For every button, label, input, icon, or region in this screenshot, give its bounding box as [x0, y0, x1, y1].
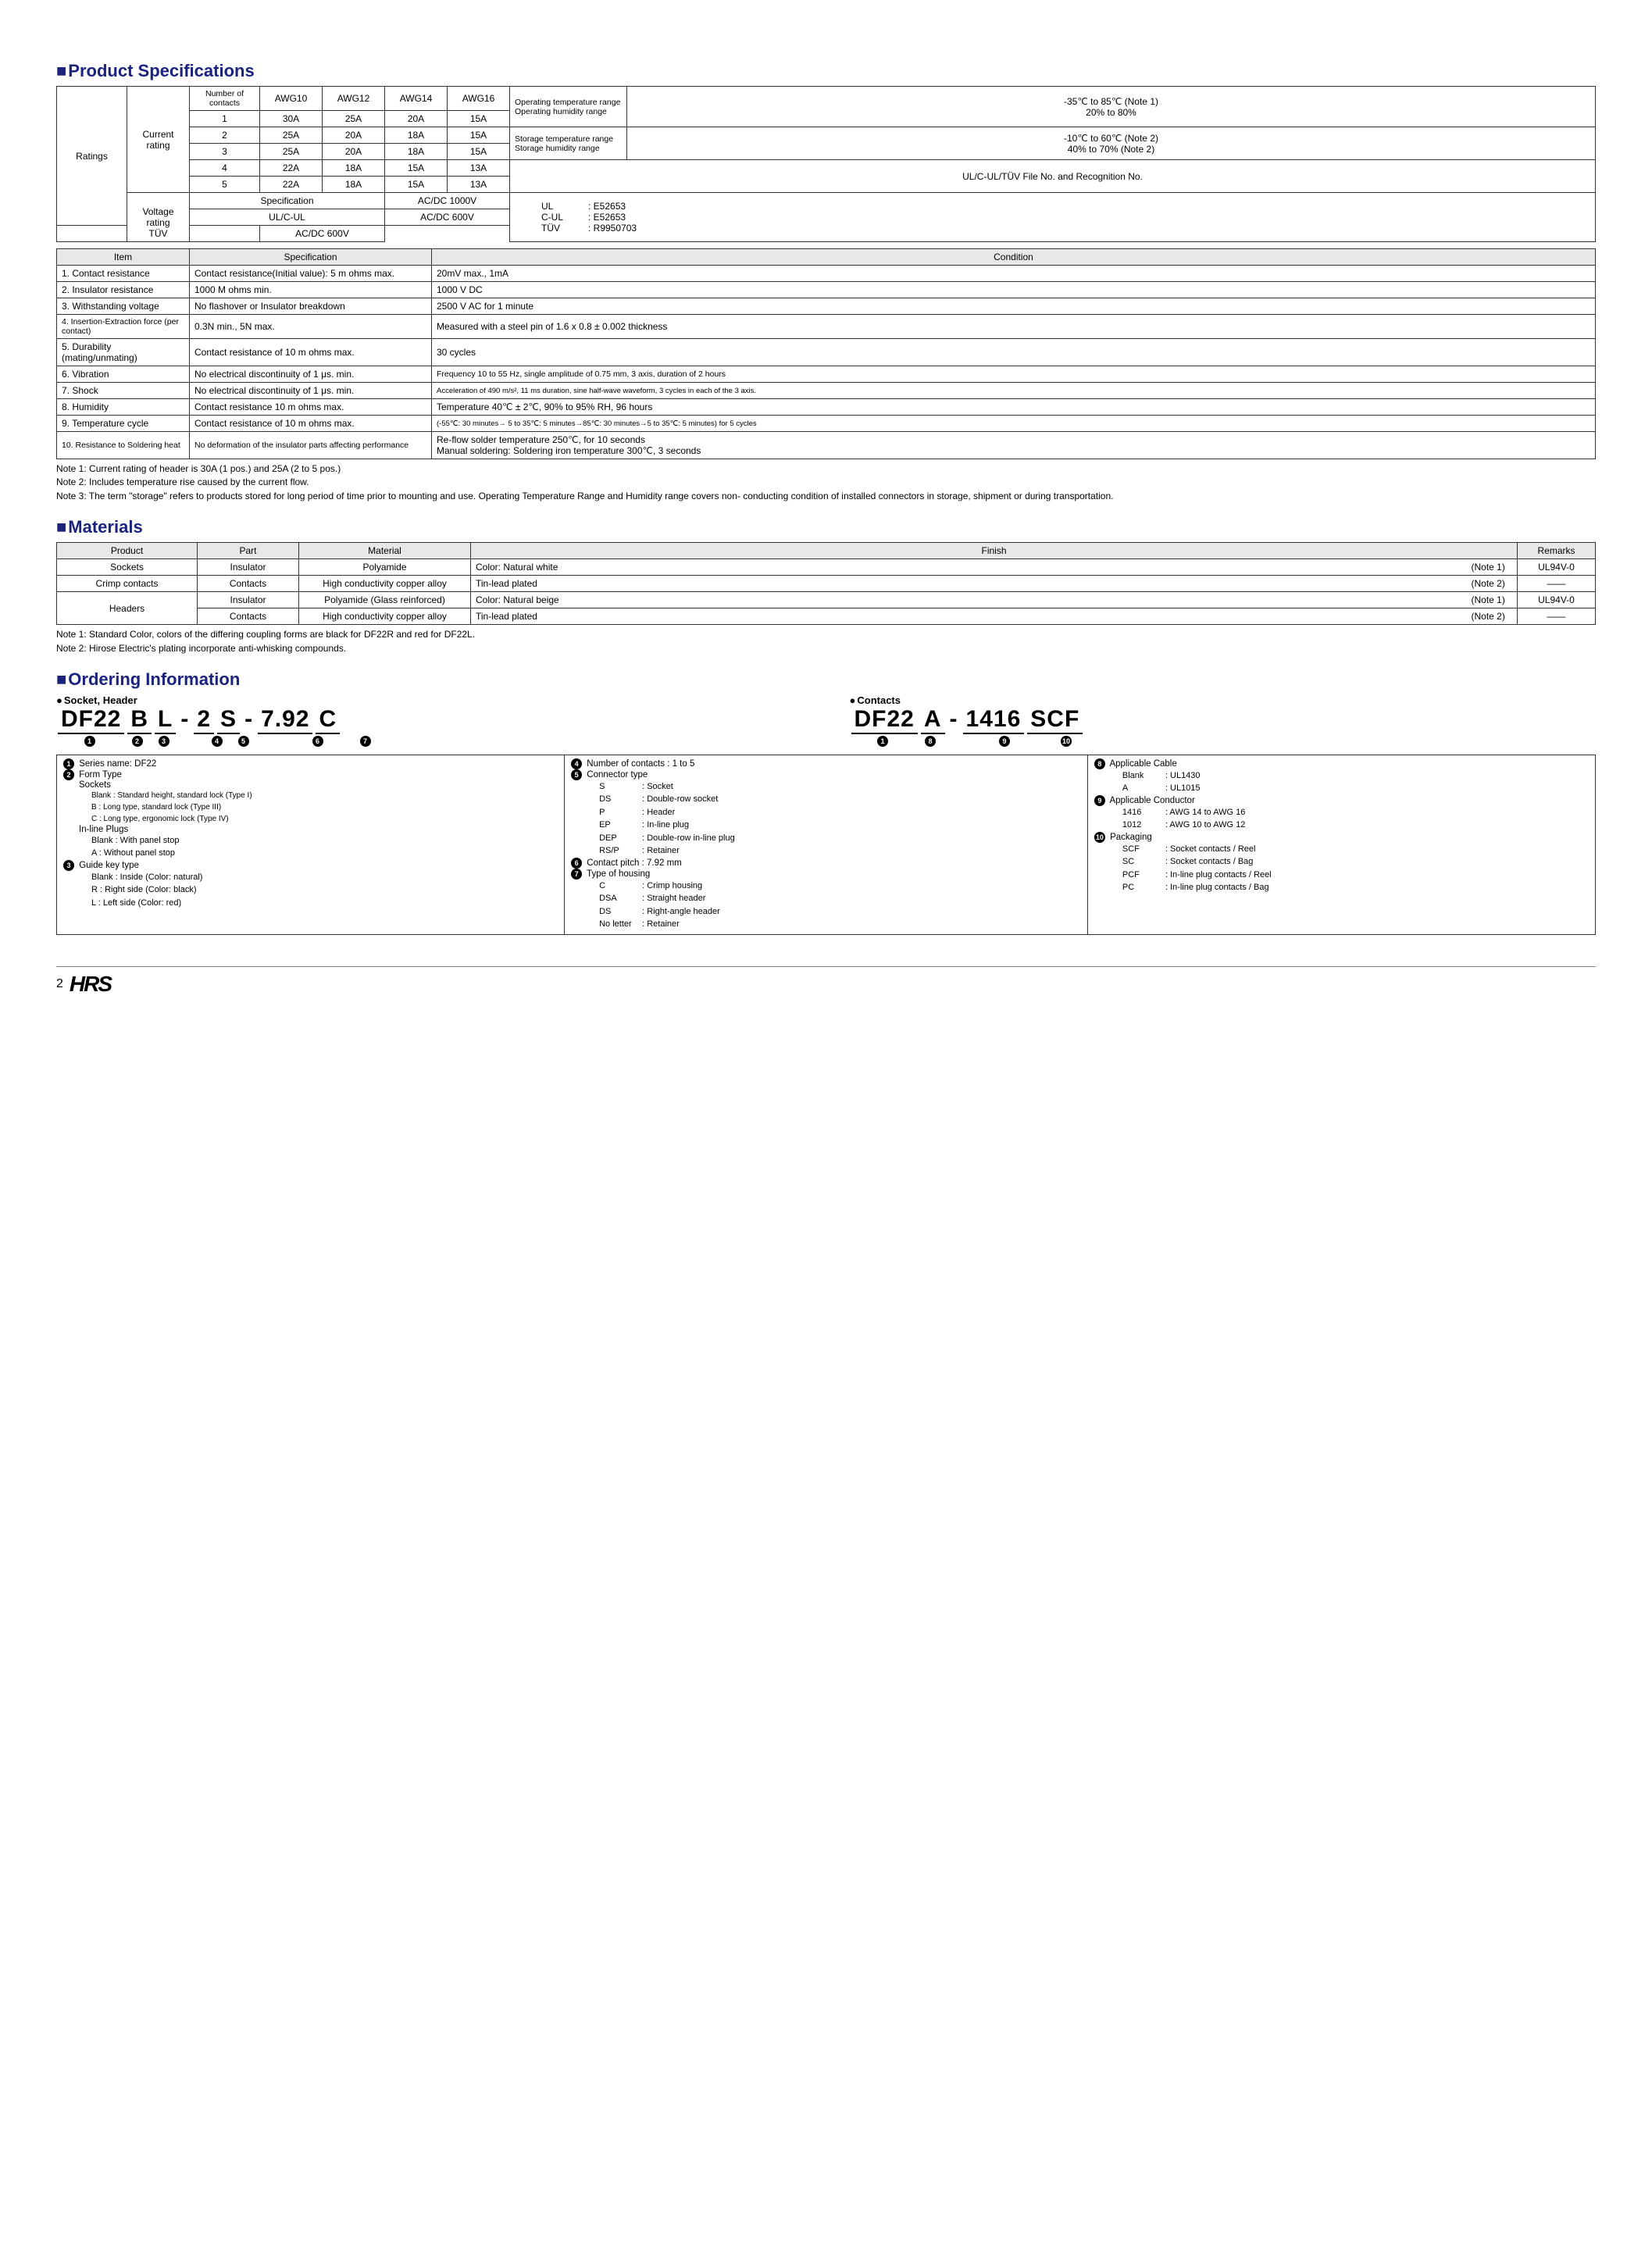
- item-cell: 5. Durability (mating/unmating): [57, 339, 190, 366]
- cond-cell: Acceleration of 490 m/s², 11 ms duration…: [432, 383, 1596, 399]
- current-rating-label: Current rating: [127, 87, 190, 193]
- item-cell: 9. Temperature cycle: [57, 416, 190, 432]
- spec-cell: No electrical discontinuity of 1 μs. min…: [190, 366, 432, 383]
- item-cell: 3. Withstanding voltage: [57, 298, 190, 315]
- items-header-cond: Condition: [432, 249, 1596, 266]
- ordering-contacts-head: Contacts: [850, 694, 1597, 706]
- ordering-socket-code: DF22BL-2S-7.92C: [56, 706, 803, 734]
- num-contacts-header: Number of contacts: [190, 87, 260, 111]
- cond-cell: 20mV max., 1mA: [432, 266, 1596, 282]
- item-cell: 8. Humidity: [57, 399, 190, 416]
- spec-cell: Contact resistance of 10 m ohms max.: [190, 416, 432, 432]
- materials-notes: Note 1: Standard Color, colors of the di…: [56, 628, 1596, 655]
- spec-cell: Contact resistance of 10 m ohms max.: [190, 339, 432, 366]
- page-footer: 2 HRS: [56, 966, 1596, 997]
- ratings-table: Ratings Current rating Number of contact…: [56, 86, 1596, 242]
- ordering-contacts-code: DF22A-1416SCF: [850, 706, 1597, 734]
- ordering-details-table: 1 Series name: DF222 Form TypeSocketsBla…: [56, 755, 1596, 935]
- item-cell: 1. Contact resistance: [57, 266, 190, 282]
- cond-cell: Frequency 10 to 55 Hz, single amplitude …: [432, 366, 1596, 383]
- materials-table: Product Part Material Finish Remarks Soc…: [56, 542, 1596, 625]
- item-cell: 2. Insulator resistance: [57, 282, 190, 298]
- items-table: Item Specification Condition 1. Contact …: [56, 248, 1596, 459]
- spec-cell: No deformation of the insulator parts af…: [190, 432, 432, 459]
- hrs-logo: HRS: [70, 972, 111, 997]
- ratings-label: Ratings: [57, 87, 127, 226]
- items-header-spec: Specification: [190, 249, 432, 266]
- ordering-socket-head: Socket, Header: [56, 694, 803, 706]
- section-title-ordering: Ordering Information: [56, 669, 1596, 690]
- cond-cell: (-55℃: 30 minutes→ 5 to 35℃: 5 minutes→8…: [432, 416, 1596, 432]
- cond-cell: Measured with a steel pin of 1.6 x 0.8 ±…: [432, 315, 1596, 339]
- page-number: 2: [56, 977, 63, 991]
- item-cell: 7. Shock: [57, 383, 190, 399]
- spec-cell: No flashover or Insulator breakdown: [190, 298, 432, 315]
- item-cell: 4. Insertion-Extraction force (per conta…: [57, 315, 190, 339]
- cond-cell: 2500 V AC for 1 minute: [432, 298, 1596, 315]
- spec-notes: Note 1: Current rating of header is 30A …: [56, 462, 1596, 503]
- spec-cell: No electrical discontinuity of 1 μs. min…: [190, 383, 432, 399]
- spec-cell: 0.3N min., 5N max.: [190, 315, 432, 339]
- cond-cell: Temperature 40℃ ± 2℃, 90% to 95% RH, 96 …: [432, 399, 1596, 416]
- items-header-item: Item: [57, 249, 190, 266]
- section-title-materials: Materials: [56, 517, 1596, 537]
- spec-cell: Contact resistance(Initial value): 5 m o…: [190, 266, 432, 282]
- cond-cell: 30 cycles: [432, 339, 1596, 366]
- section-title-spec: Product Specifications: [56, 61, 1596, 81]
- item-cell: 6. Vibration: [57, 366, 190, 383]
- ul-file-header: UL/C-UL/TÜV File No. and Recognition No.: [510, 160, 1596, 193]
- cond-cell: 1000 V DC: [432, 282, 1596, 298]
- item-cell: 10. Resistance to Soldering heat: [57, 432, 190, 459]
- spec-cell: Contact resistance 10 m ohms max.: [190, 399, 432, 416]
- cond-cell: Re-flow solder temperature 250℃, for 10 …: [432, 432, 1596, 459]
- spec-cell: 1000 M ohms min.: [190, 282, 432, 298]
